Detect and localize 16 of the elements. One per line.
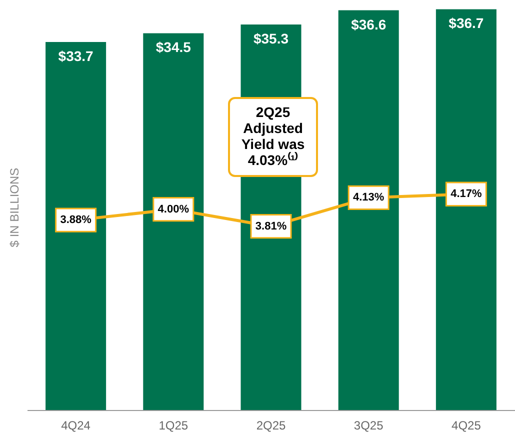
bar (436, 9, 496, 410)
bar (143, 33, 204, 410)
data-label: $36.7 (448, 15, 484, 32)
data-label: $36.6 (351, 16, 386, 32)
x-tick-label: 4Q25 (452, 418, 482, 432)
x-tick-label: 3Q25 (354, 418, 384, 432)
data-label: $33.7 (58, 48, 94, 64)
data-label: $34.5 (156, 39, 192, 56)
y-axis-title: $ IN BILLIONS (8, 168, 22, 248)
bar (338, 10, 399, 410)
x-tick-label: 4Q24 (61, 418, 91, 432)
x-tick-label: 2Q25 (256, 418, 286, 432)
bar (46, 42, 106, 410)
x-tick-label: 1Q25 (158, 418, 188, 432)
data-label: $35.3 (253, 30, 289, 46)
annotation: 2Q25 Adjusted Yield was 4.03%⁽¹⁾ (241, 104, 305, 168)
